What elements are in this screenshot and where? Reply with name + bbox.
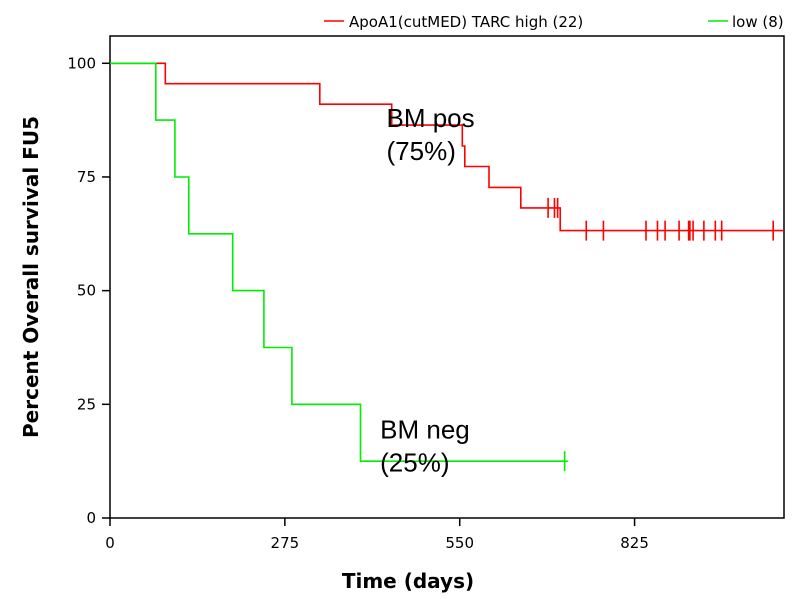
plot-frame [109, 35, 785, 519]
annotation-text: (25%) [380, 447, 449, 477]
y-axis: 0 25 50 75 100 [67, 54, 110, 527]
y-tick-label: 25 [77, 395, 96, 413]
y-tick-label: 0 [86, 509, 96, 527]
y-axis-title: Percent Overall survival FU5 [19, 116, 43, 438]
x-tick-label: 0 [105, 534, 115, 552]
x-axis: 0 275 550 825 [105, 518, 649, 552]
series-layer [110, 62, 784, 472]
x-axis-title: Time (days) [342, 569, 474, 593]
annotation-text: BM pos [387, 103, 475, 133]
x-tick-label: 550 [445, 534, 474, 552]
series-line-low [110, 62, 568, 463]
legend: ApoA1(cutMED) TARC high (22) low (8) [324, 13, 784, 31]
x-tick-label: 275 [271, 534, 300, 552]
y-tick-label: 50 [77, 282, 96, 300]
series-line-high [110, 62, 784, 232]
annotation-text: BM neg [380, 414, 470, 444]
y-tick-label: 75 [77, 168, 96, 186]
legend-label-high: ApoA1(cutMED) TARC high (22) [349, 13, 583, 31]
annotation-text: (75%) [387, 136, 456, 166]
legend-label-low: low (8) [732, 13, 784, 31]
y-tick-label: 100 [67, 54, 96, 72]
x-tick-label: 825 [620, 534, 649, 552]
annotations: BM pos(75%) BM neg(25%) [380, 103, 475, 477]
